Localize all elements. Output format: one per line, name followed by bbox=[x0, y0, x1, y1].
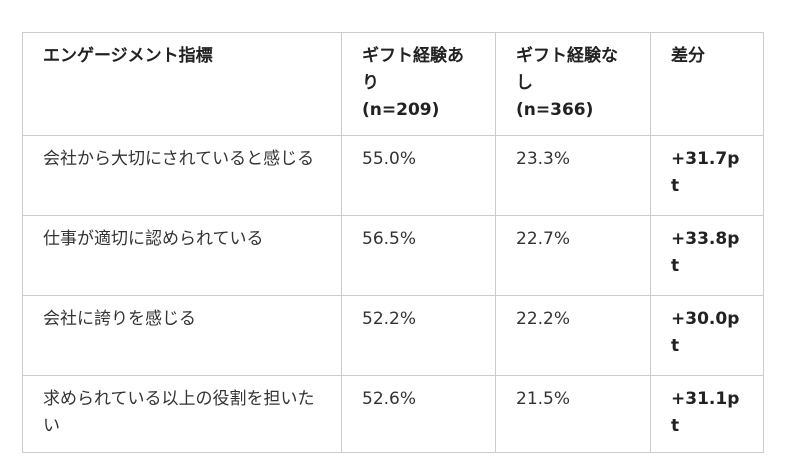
col-header-diff-label: 差分 bbox=[671, 46, 705, 66]
col-header-with-gift-title: ギフト経験あり bbox=[362, 46, 464, 94]
cell-metric: 会社から大切にされていると感じる bbox=[22, 134, 342, 216]
table-row: 会社から大切にされていると感じる 55.0% 23.3% +31.7pt bbox=[22, 134, 764, 216]
diff-value: +30.0pt bbox=[671, 308, 740, 356]
table-header-row: エンゲージメント指標 ギフト経験あり (n=209) ギフト経験なし (n=36… bbox=[22, 32, 764, 136]
col-header-diff: 差分 bbox=[650, 32, 764, 136]
col-header-without-gift-n: (n=366) bbox=[516, 100, 594, 121]
cell-diff: +30.0pt bbox=[650, 294, 764, 376]
engagement-comparison-table: エンゲージメント指標 ギフト経験あり (n=209) ギフト経験なし (n=36… bbox=[22, 32, 764, 453]
col-header-metric-label: エンゲージメント指標 bbox=[43, 46, 213, 66]
cell-without-gift: 22.2% bbox=[495, 294, 651, 376]
cell-with-gift: 52.6% bbox=[341, 374, 496, 453]
col-header-without-gift: ギフト経験なし (n=366) bbox=[495, 32, 651, 136]
cell-without-gift: 22.7% bbox=[495, 214, 651, 296]
cell-diff: +33.8pt bbox=[650, 214, 764, 296]
cell-without-gift: 23.3% bbox=[495, 134, 651, 216]
cell-metric: 仕事が適切に認められている bbox=[22, 214, 342, 296]
diff-value: +31.1pt bbox=[671, 388, 740, 436]
cell-metric: 求められている以上の役割を担いたい bbox=[22, 374, 342, 453]
col-header-metric: エンゲージメント指標 bbox=[22, 32, 342, 136]
cell-diff: +31.1pt bbox=[650, 374, 764, 453]
cell-metric: 会社に誇りを感じる bbox=[22, 294, 342, 376]
diff-value: +31.7pt bbox=[671, 148, 740, 196]
col-header-with-gift-n: (n=209) bbox=[362, 100, 440, 121]
col-header-with-gift: ギフト経験あり (n=209) bbox=[341, 32, 496, 136]
cell-diff: +31.7pt bbox=[650, 134, 764, 216]
diff-value: +33.8pt bbox=[671, 228, 740, 276]
cell-with-gift: 56.5% bbox=[341, 214, 496, 296]
table-row: 仕事が適切に認められている 56.5% 22.7% +33.8pt bbox=[22, 214, 764, 296]
table-row: 会社に誇りを感じる 52.2% 22.2% +30.0pt bbox=[22, 294, 764, 376]
col-header-without-gift-title: ギフト経験なし bbox=[516, 46, 618, 94]
table-row: 求められている以上の役割を担いたい 52.6% 21.5% +31.1pt bbox=[22, 374, 764, 453]
cell-with-gift: 52.2% bbox=[341, 294, 496, 376]
cell-with-gift: 55.0% bbox=[341, 134, 496, 216]
cell-without-gift: 21.5% bbox=[495, 374, 651, 453]
